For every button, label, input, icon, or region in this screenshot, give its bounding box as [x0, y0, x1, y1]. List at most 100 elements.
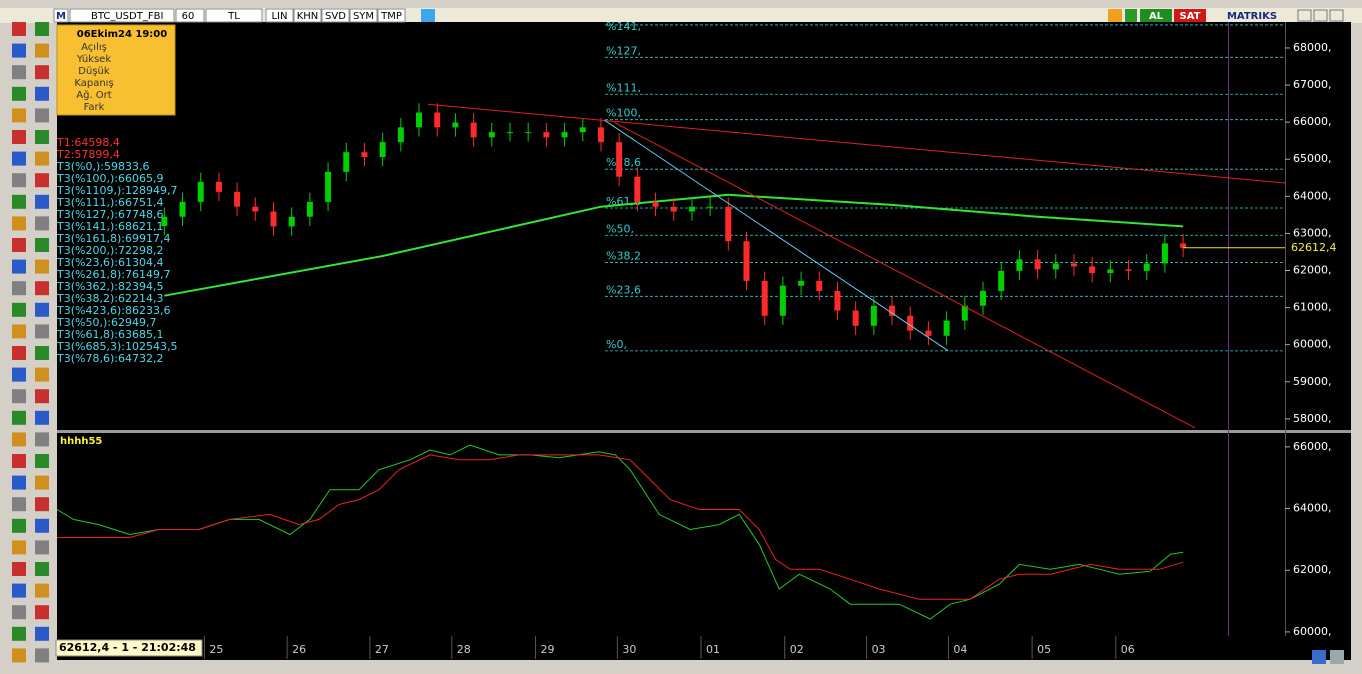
tool-icon[interactable]: [35, 518, 49, 533]
tool-icon[interactable]: [12, 346, 26, 360]
candle-body: [488, 132, 495, 138]
tool-icon[interactable]: [12, 151, 26, 166]
toolbar-button-label: TMP: [380, 11, 402, 22]
tool-icon[interactable]: [12, 130, 26, 144]
alert-button[interactable]: [1108, 9, 1122, 22]
tool-icon[interactable]: [12, 259, 26, 274]
tool-icon[interactable]: [12, 605, 26, 620]
tool-icon[interactable]: [12, 108, 26, 123]
tool-icon[interactable]: [35, 108, 49, 123]
tool-icon[interactable]: [12, 410, 26, 425]
tool-icon[interactable]: [35, 605, 49, 620]
tool-icon[interactable]: [35, 475, 49, 490]
tool-icon[interactable]: [35, 194, 49, 209]
tool-icon[interactable]: [35, 367, 49, 382]
tool-icon[interactable]: [12, 626, 26, 641]
tool-icon[interactable]: [35, 281, 49, 296]
minimize-button[interactable]: [1297, 9, 1312, 22]
tool-icon[interactable]: [12, 540, 26, 555]
symbol-box[interactable]: [69, 8, 175, 23]
tool-icon[interactable]: [12, 389, 26, 404]
maximize-button[interactable]: [1313, 9, 1328, 22]
tool-icon[interactable]: [35, 583, 49, 598]
tool-icon[interactable]: [35, 648, 49, 663]
tool-icon[interactable]: [35, 43, 49, 58]
fib-list-item: T3(%61,8):63685,1: [56, 328, 163, 341]
logo: M: [56, 11, 66, 22]
tool-icon[interactable]: [12, 648, 26, 663]
indicator-title: hhhh55: [60, 436, 102, 447]
toolbar-button[interactable]: [321, 8, 350, 23]
currency-box[interactable]: [205, 8, 263, 23]
candle-body: [452, 122, 459, 128]
candle-body: [270, 211, 277, 227]
candle-body: [525, 132, 532, 134]
toolbar-button[interactable]: [265, 8, 294, 23]
toolbar-button[interactable]: [349, 8, 378, 23]
buy-button[interactable]: [1140, 9, 1172, 22]
fib-list-item: T3(%38,2):62214,3: [56, 292, 163, 305]
candle-body: [1143, 263, 1150, 271]
toolbar-button[interactable]: [293, 8, 322, 23]
tool-icon[interactable]: [12, 583, 26, 598]
candle-body: [506, 132, 513, 134]
tool-icon[interactable]: [12, 22, 26, 36]
tool-icon[interactable]: [12, 194, 26, 209]
fib-label: %127,: [606, 44, 641, 57]
tool-icon[interactable]: [35, 151, 49, 166]
fib-label: %38,2: [606, 250, 641, 263]
tool-icon[interactable]: [35, 173, 49, 188]
logo-box: [53, 8, 69, 23]
tool-icon[interactable]: [12, 562, 26, 576]
tool-icon[interactable]: [12, 475, 26, 490]
sell-button[interactable]: [1174, 9, 1206, 22]
tool-icon[interactable]: [35, 454, 49, 468]
x-tick-label: 25: [209, 643, 223, 656]
tool-icon[interactable]: [35, 302, 49, 317]
tool-icon[interactable]: [12, 367, 26, 382]
tool-icon[interactable]: [35, 65, 49, 80]
tool-icon[interactable]: [35, 130, 49, 144]
tool-icon[interactable]: [12, 432, 26, 447]
tool-icon[interactable]: [12, 454, 26, 468]
tool-icon[interactable]: [35, 86, 49, 101]
candle-body: [397, 127, 404, 143]
tool-icon[interactable]: [12, 281, 26, 296]
tool-icon[interactable]: [12, 86, 26, 101]
settings-button[interactable]: [1330, 650, 1344, 664]
tool-icon[interactable]: [35, 346, 49, 360]
sync-button[interactable]: [1312, 650, 1326, 664]
close-button[interactable]: [1329, 9, 1344, 22]
symbol: BTC_USDT_FBI: [91, 11, 163, 22]
tool-icon[interactable]: [35, 324, 49, 339]
tool-icon[interactable]: [35, 497, 49, 512]
tool-icon[interactable]: [35, 432, 49, 447]
tool-icon[interactable]: [12, 238, 26, 252]
fib-list-item: T3(%111,):66751,4: [56, 196, 163, 209]
tool-icon[interactable]: [12, 43, 26, 58]
candle-body: [543, 132, 550, 138]
twitter-button[interactable]: [421, 9, 435, 22]
tool-icon[interactable]: [35, 626, 49, 641]
period-box[interactable]: [175, 8, 205, 23]
tool-icon[interactable]: [35, 22, 49, 36]
tool-icon[interactable]: [35, 389, 49, 404]
y-tick-label: 59000,: [1293, 375, 1332, 388]
tool-icon[interactable]: [12, 216, 26, 231]
tool-icon[interactable]: [35, 238, 49, 252]
tool-icon[interactable]: [12, 302, 26, 317]
tool-icon[interactable]: [35, 562, 49, 576]
tool-icon[interactable]: [12, 497, 26, 512]
tool-icon[interactable]: [35, 259, 49, 274]
tool-icon[interactable]: [35, 540, 49, 555]
tool-icon[interactable]: [35, 216, 49, 231]
toolbar-button[interactable]: [377, 8, 406, 23]
y-tick-label: 60000,: [1293, 625, 1332, 638]
tool-icon[interactable]: [35, 410, 49, 425]
candle-body: [889, 305, 896, 316]
refresh-button[interactable]: [1125, 9, 1137, 22]
tool-icon[interactable]: [12, 173, 26, 188]
tool-icon[interactable]: [12, 518, 26, 533]
tool-icon[interactable]: [12, 324, 26, 339]
tool-icon[interactable]: [12, 65, 26, 80]
